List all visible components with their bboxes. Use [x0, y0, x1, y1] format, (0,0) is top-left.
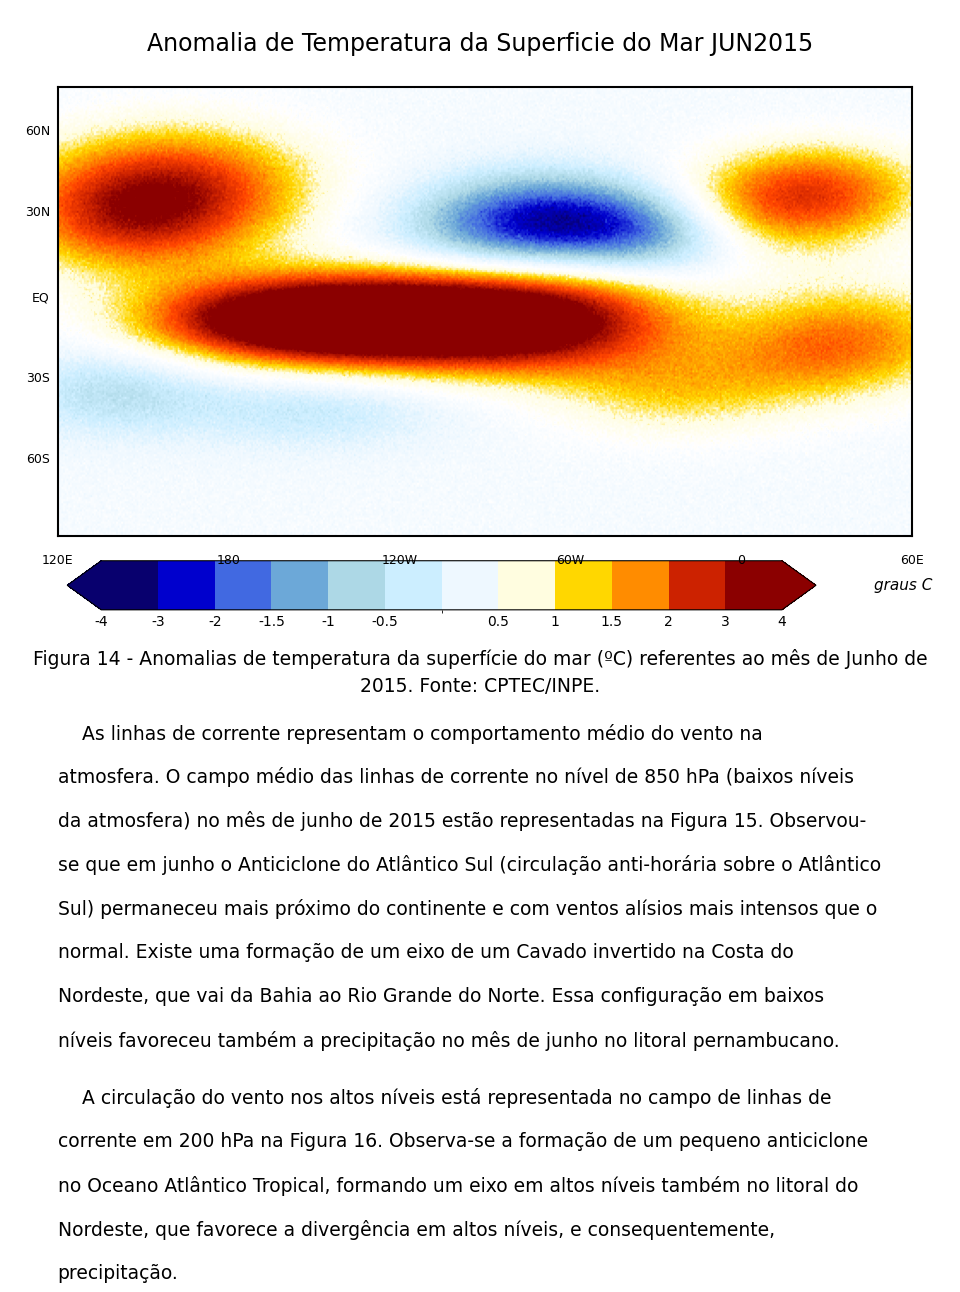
Text: 30S: 30S — [26, 372, 50, 385]
Text: 60S: 60S — [26, 453, 50, 466]
Text: 30N: 30N — [25, 205, 50, 218]
PathPatch shape — [67, 561, 101, 610]
Text: precipitação.: precipitação. — [58, 1264, 179, 1283]
Text: 60W: 60W — [556, 554, 585, 567]
Text: Sul) permaneceu mais próximo do continente e com ventos alísios mais intensos qu: Sul) permaneceu mais próximo do continen… — [58, 899, 876, 919]
Text: EQ: EQ — [33, 292, 50, 305]
PathPatch shape — [782, 561, 816, 610]
Text: Figura 14 - Anomalias de temperatura da superfície do mar (ºC) referentes ao mês: Figura 14 - Anomalias de temperatura da … — [33, 649, 927, 668]
Text: da atmosfera) no mês de junho de 2015 estão representadas na Figura 15. Observou: da atmosfera) no mês de junho de 2015 es… — [58, 811, 866, 831]
Text: 60N: 60N — [25, 125, 50, 138]
Text: corrente em 200 hPa na Figura 16. Observa-se a formação de um pequeno anticiclon: corrente em 200 hPa na Figura 16. Observ… — [58, 1132, 868, 1151]
Text: A circulação do vento nos altos níveis está representada no campo de linhas de: A circulação do vento nos altos níveis e… — [58, 1088, 831, 1107]
Text: 120W: 120W — [381, 554, 418, 567]
Text: graus C: graus C — [874, 578, 932, 593]
Text: Nordeste, que vai da Bahia ao Rio Grande do Norte. Essa configuração em baixos: Nordeste, que vai da Bahia ao Rio Grande… — [58, 987, 824, 1006]
Text: 0: 0 — [737, 554, 745, 567]
Text: níveis favoreceu também a precipitação no mês de junho no litoral pernambucano.: níveis favoreceu também a precipitação n… — [58, 1031, 839, 1050]
Text: atmosfera. O campo médio das linhas de corrente no nível de 850 hPa (baixos níve: atmosfera. O campo médio das linhas de c… — [58, 767, 853, 787]
Text: Nordeste, que favorece a divergência em altos níveis, e consequentemente,: Nordeste, que favorece a divergência em … — [58, 1220, 775, 1239]
Text: As linhas de corrente representam o comportamento médio do vento na: As linhas de corrente representam o comp… — [58, 724, 762, 743]
Text: 120E: 120E — [42, 554, 73, 567]
Text: 2015. Fonte: CPTEC/INPE.: 2015. Fonte: CPTEC/INPE. — [360, 677, 600, 696]
Text: se que em junho o Anticiclone do Atlântico Sul (circulação anti-horária sobre o : se que em junho o Anticiclone do Atlânti… — [58, 855, 880, 875]
Text: 180: 180 — [217, 554, 240, 567]
Text: no Oceano Atlântico Tropical, formando um eixo em altos níveis também no litoral: no Oceano Atlântico Tropical, formando u… — [58, 1176, 858, 1195]
Text: 60E: 60E — [900, 554, 924, 567]
Text: normal. Existe uma formação de um eixo de um Cavado invertido na Costa do: normal. Existe uma formação de um eixo d… — [58, 943, 793, 963]
Text: Anomalia de Temperatura da Superficie do Mar JUN2015: Anomalia de Temperatura da Superficie do… — [147, 32, 813, 56]
